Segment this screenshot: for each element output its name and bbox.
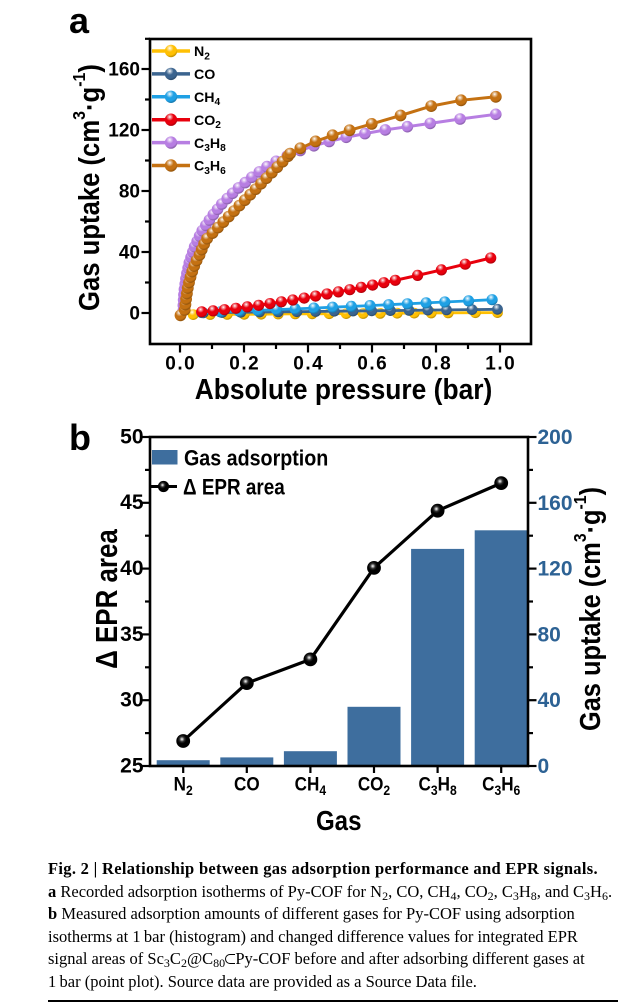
svg-text:N2: N2 (194, 44, 210, 62)
svg-text:Gas: Gas (316, 804, 362, 836)
svg-text:C3H8: C3H8 (194, 136, 226, 154)
svg-text:Δ EPR area: Δ EPR area (183, 475, 285, 500)
svg-text:200: 200 (538, 426, 573, 449)
svg-text:25: 25 (120, 754, 144, 777)
svg-text:Gas adsorption: Gas adsorption (184, 446, 328, 470)
svg-text:40: 40 (120, 557, 143, 580)
svg-text:C3H8: C3H8 (419, 774, 457, 798)
svg-text:C3H6: C3H6 (194, 159, 226, 177)
svg-text:120: 120 (538, 558, 573, 581)
svg-text:Δ EPR area: Δ EPR area (89, 529, 123, 669)
svg-text:b: b (69, 417, 91, 458)
svg-text:0.0: 0.0 (165, 354, 194, 375)
svg-text:80: 80 (119, 182, 140, 203)
svg-text:CO: CO (194, 67, 215, 83)
svg-text:0.2: 0.2 (229, 354, 258, 375)
svg-text:40: 40 (119, 243, 140, 264)
svg-text:CH4: CH4 (295, 774, 327, 798)
svg-text:30: 30 (120, 689, 143, 712)
svg-text:0.6: 0.6 (357, 354, 386, 375)
svg-text:Absolute pressure (bar): Absolute pressure (bar) (195, 373, 493, 405)
svg-text:CO2: CO2 (358, 774, 390, 798)
svg-text:Gas uptake (cm3·g-1): Gas uptake (cm3·g-1) (570, 487, 606, 731)
svg-text:45: 45 (120, 491, 144, 514)
svg-text:CH4: CH4 (194, 90, 221, 108)
svg-text:CO: CO (234, 774, 260, 795)
svg-text:80: 80 (538, 623, 561, 646)
svg-text:40: 40 (538, 689, 561, 712)
svg-text:160: 160 (538, 492, 573, 515)
svg-text:35: 35 (120, 623, 144, 646)
svg-text:50: 50 (120, 425, 143, 448)
svg-text:CO2: CO2 (194, 113, 221, 131)
svg-text:Gas uptake (cm3·g-1): Gas uptake (cm3·g-1) (69, 64, 105, 311)
svg-text:0.8: 0.8 (421, 354, 450, 375)
svg-text:0: 0 (538, 755, 550, 778)
svg-text:0.4: 0.4 (293, 354, 323, 375)
svg-text:a: a (69, 0, 90, 41)
svg-text:0: 0 (129, 304, 140, 325)
svg-text:1.0: 1.0 (485, 354, 514, 375)
svg-text:160: 160 (108, 60, 140, 81)
svg-text:120: 120 (108, 121, 140, 142)
svg-text:N2: N2 (174, 774, 193, 798)
svg-text:C3H6: C3H6 (482, 774, 520, 798)
